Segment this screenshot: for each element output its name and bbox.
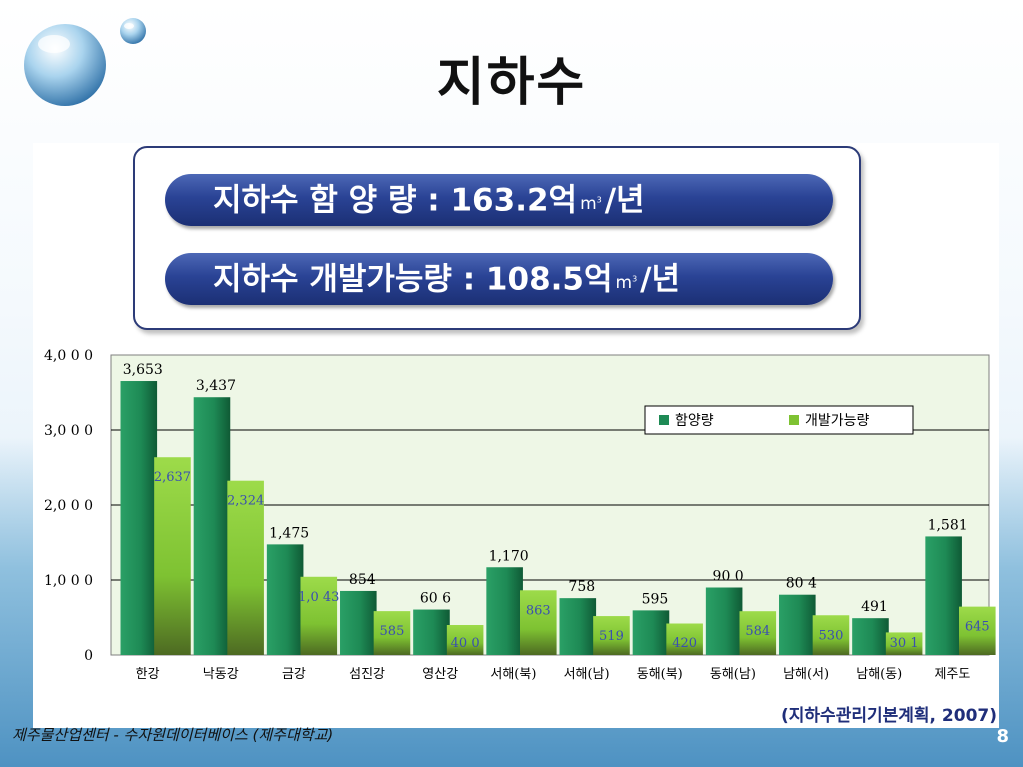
- data-label-series1: 491: [861, 599, 888, 615]
- recharge-label: 지하수 함 양 량 : 163.2억: [213, 182, 578, 219]
- x-category-label: 한강: [136, 667, 160, 682]
- x-category-label: 낙동강: [203, 667, 239, 682]
- data-label-series1: 3,437: [196, 378, 236, 394]
- water-drop-icon: [24, 24, 106, 106]
- slide-title: 지하수: [436, 53, 587, 113]
- x-category-label: 동해(북): [637, 667, 683, 682]
- x-category-label: 제주도: [934, 667, 970, 682]
- data-label-series2: 2,637: [154, 470, 191, 485]
- bar-개발가능량: [959, 606, 996, 655]
- data-label-series2: 530: [819, 628, 844, 643]
- data-label-series1: 3,653: [123, 362, 163, 378]
- bar-chart: 0 1,0 0 0 2,0 0 0 3,0 0 0 4,0 0 0 3,653 2,637 한…: [44, 348, 996, 682]
- data-label-series1: 854: [349, 572, 376, 588]
- development-pill: 지하수 개발가능량 : 108.5억 m3/년: [165, 253, 833, 305]
- data-label-series2: 585: [380, 624, 405, 639]
- x-category-label: 금강: [282, 667, 306, 682]
- data-label-series2: 863: [526, 603, 551, 618]
- bar-개발가능량: [520, 590, 557, 655]
- content-panel: 지하수 함 양 량 : 163.2억 m3/년 지하수 개발가능량 : 108.5…: [33, 143, 999, 728]
- x-category-label: 동해(남): [710, 667, 756, 682]
- development-label: 지하수 개발가능량 : 108.5억: [213, 261, 613, 298]
- data-label-series1: 595: [642, 591, 669, 607]
- x-category-label: 영산강: [422, 667, 458, 682]
- y-tick-label: 3,0 0 0: [44, 423, 93, 439]
- data-label-series1: 1,475: [269, 525, 309, 541]
- x-category-label: 서해(남): [564, 667, 610, 682]
- footer-credit: 제주물산업센터 - 수자원데이터베이스 (제주대학교): [12, 726, 334, 744]
- data-label-series2: 30 1: [890, 636, 919, 651]
- bar-함양량: [705, 587, 743, 655]
- data-label-series2: 584: [745, 624, 770, 639]
- legend-label-series1: 함양량: [675, 413, 714, 429]
- small-water-drop-icon: [120, 18, 146, 44]
- legend-swatch-series1: [659, 415, 669, 425]
- bar-함양량: [925, 536, 962, 655]
- bar-개발가능량: [227, 480, 264, 655]
- bar-함양량: [779, 594, 816, 655]
- development-unit: m3: [615, 272, 638, 293]
- x-category-label: 남해(동): [856, 667, 902, 682]
- bar-함양량: [852, 618, 889, 655]
- data-label-series1: 80 4: [786, 576, 817, 592]
- data-label-series1: 60 6: [420, 591, 451, 607]
- data-label-series1: 1,170: [489, 548, 529, 564]
- bar-개발가능량: [593, 616, 630, 655]
- bar-개발가능량: [373, 611, 411, 655]
- bar-함양량: [193, 397, 231, 655]
- recharge-suffix: /년: [604, 182, 645, 219]
- bar-개발가능량: [446, 625, 484, 655]
- data-label-series1: 1,581: [928, 517, 968, 533]
- x-category-label: 서해(북): [490, 667, 536, 682]
- bar-개발가능량: [300, 576, 338, 655]
- bar-함양량: [632, 610, 670, 655]
- legend-box: [644, 405, 914, 435]
- data-label-series2: 40 0: [451, 636, 480, 651]
- x-category-label: 섬진강: [349, 667, 385, 682]
- source-citation: (지하수관리기본계획, 2007): [781, 706, 997, 726]
- bar-함양량: [559, 598, 597, 655]
- bar-개발가능량: [666, 623, 703, 655]
- development-suffix: /년: [640, 261, 681, 298]
- recharge-unit: m3: [580, 193, 602, 214]
- data-label-series2: 645: [965, 620, 990, 635]
- bar-개발가능량: [154, 457, 191, 655]
- bar-함양량: [486, 567, 523, 655]
- legend-label-series2: 개발가능량: [805, 413, 870, 429]
- bar-함양량: [120, 381, 158, 655]
- legend-swatch-series2: [789, 415, 799, 425]
- data-label-series1: 758: [568, 579, 595, 595]
- y-tick-label: 2,0 0 0: [44, 498, 93, 514]
- info-box: 지하수 함 양 량 : 163.2억 m3/년 지하수 개발가능량 : 108.5…: [133, 146, 861, 330]
- bar-개발가능량: [739, 611, 777, 655]
- bar-함양량: [340, 590, 377, 655]
- data-label-series2: 420: [672, 636, 697, 651]
- y-tick-label: 4,0 0 0: [44, 348, 93, 364]
- bar-개발가능량: [812, 615, 850, 655]
- page-number: 8: [996, 726, 1009, 747]
- data-label-series2: 1,0 43: [298, 590, 339, 605]
- bar-함양량: [266, 544, 304, 655]
- data-label-series1: 90 0: [713, 569, 744, 585]
- y-tick-label: 1,0 0 0: [44, 573, 93, 589]
- data-label-series2: 2,324: [227, 494, 264, 509]
- x-category-label: 남해(서): [783, 667, 829, 682]
- recharge-pill: 지하수 함 양 량 : 163.2억 m3/년: [165, 174, 833, 226]
- data-label-series2: 519: [599, 629, 624, 644]
- y-tick-label: 0: [84, 648, 93, 664]
- bar-개발가능량: [885, 632, 923, 655]
- bar-함양량: [413, 609, 450, 655]
